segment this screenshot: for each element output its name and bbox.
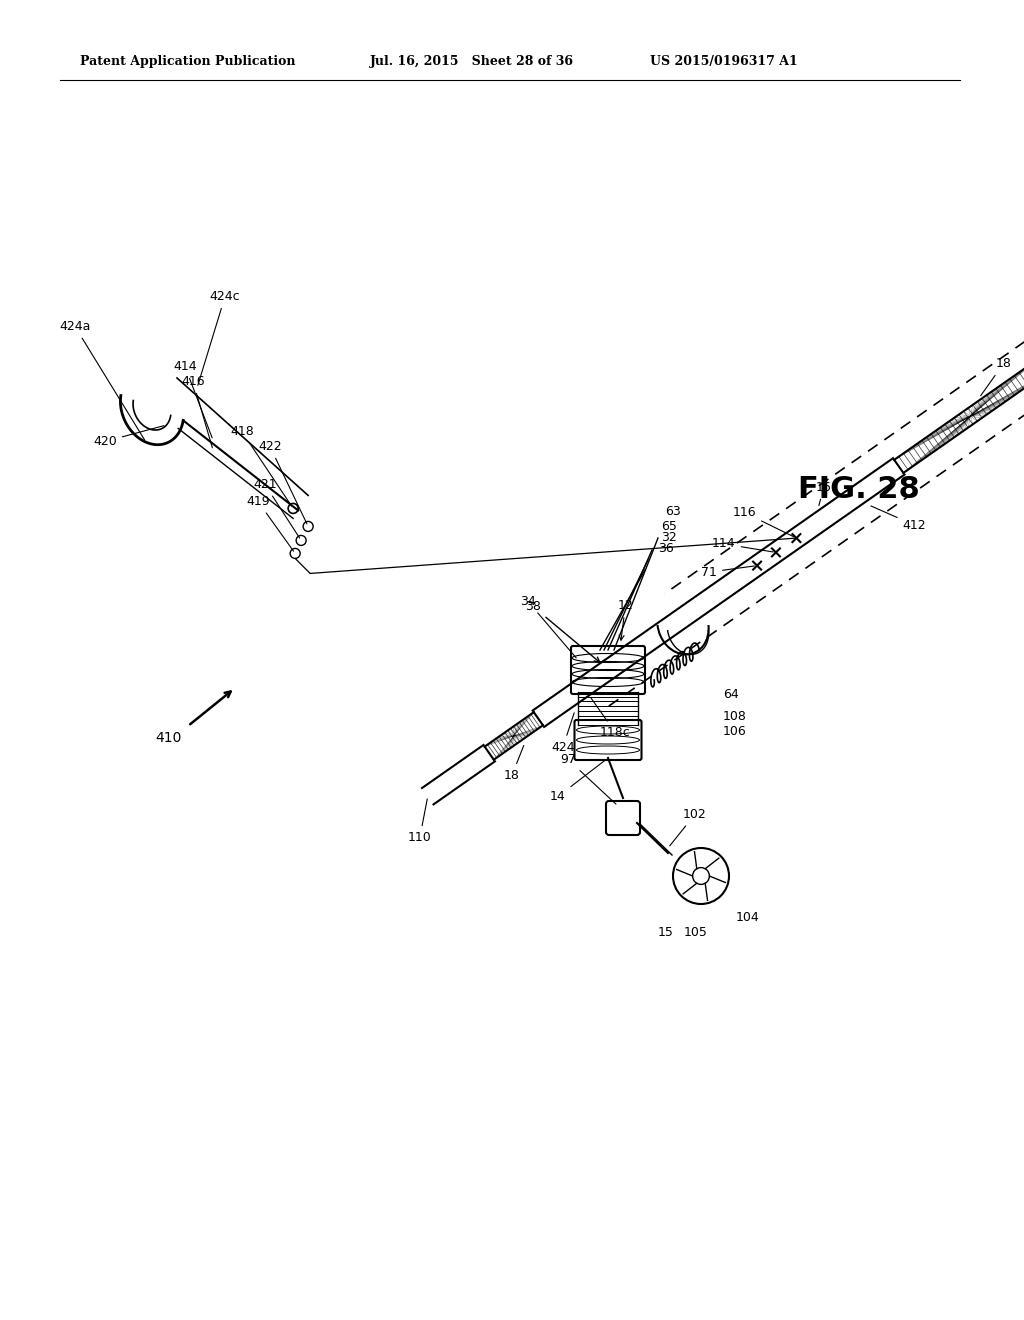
- Text: 18: 18: [981, 358, 1012, 396]
- FancyBboxPatch shape: [571, 645, 645, 694]
- Text: 104: 104: [736, 911, 760, 924]
- FancyBboxPatch shape: [574, 719, 641, 760]
- Text: 15: 15: [658, 927, 674, 939]
- Text: 16: 16: [816, 480, 831, 506]
- Text: 114: 114: [712, 537, 773, 552]
- Text: 18: 18: [504, 746, 523, 781]
- Text: 416: 416: [181, 375, 212, 447]
- Text: 410: 410: [155, 731, 181, 744]
- Text: FIG. 28: FIG. 28: [798, 475, 920, 504]
- Text: 36: 36: [658, 543, 674, 554]
- Text: 65: 65: [662, 520, 677, 533]
- Text: 422: 422: [258, 440, 307, 524]
- Text: Jul. 16, 2015   Sheet 28 of 36: Jul. 16, 2015 Sheet 28 of 36: [370, 55, 574, 69]
- Text: 106: 106: [723, 725, 746, 738]
- Text: 424c: 424c: [198, 290, 241, 385]
- Text: 32: 32: [662, 531, 677, 544]
- Text: 105: 105: [684, 927, 708, 939]
- Text: 424a: 424a: [59, 319, 144, 440]
- Text: 71: 71: [701, 565, 755, 578]
- Text: 38: 38: [525, 601, 600, 663]
- Text: 34: 34: [520, 595, 577, 657]
- Text: 14: 14: [550, 760, 606, 803]
- Text: 424: 424: [551, 713, 574, 754]
- Text: 116: 116: [732, 506, 794, 537]
- Text: 420: 420: [93, 425, 164, 447]
- Text: 110: 110: [408, 799, 432, 845]
- Text: 418: 418: [230, 425, 292, 506]
- Text: 64: 64: [723, 688, 738, 701]
- Text: 414: 414: [173, 360, 212, 438]
- Text: 12: 12: [617, 599, 633, 640]
- Text: 118c: 118c: [591, 698, 631, 739]
- Text: 97: 97: [560, 752, 616, 804]
- Text: 102: 102: [670, 808, 707, 846]
- FancyBboxPatch shape: [606, 801, 640, 836]
- Text: 412: 412: [870, 506, 926, 532]
- Text: US 2015/0196317 A1: US 2015/0196317 A1: [650, 55, 798, 69]
- Text: Patent Application Publication: Patent Application Publication: [80, 55, 296, 69]
- Text: 108: 108: [723, 710, 746, 723]
- Text: 63: 63: [665, 506, 681, 517]
- Text: 419: 419: [246, 495, 294, 552]
- Text: 421: 421: [253, 478, 300, 539]
